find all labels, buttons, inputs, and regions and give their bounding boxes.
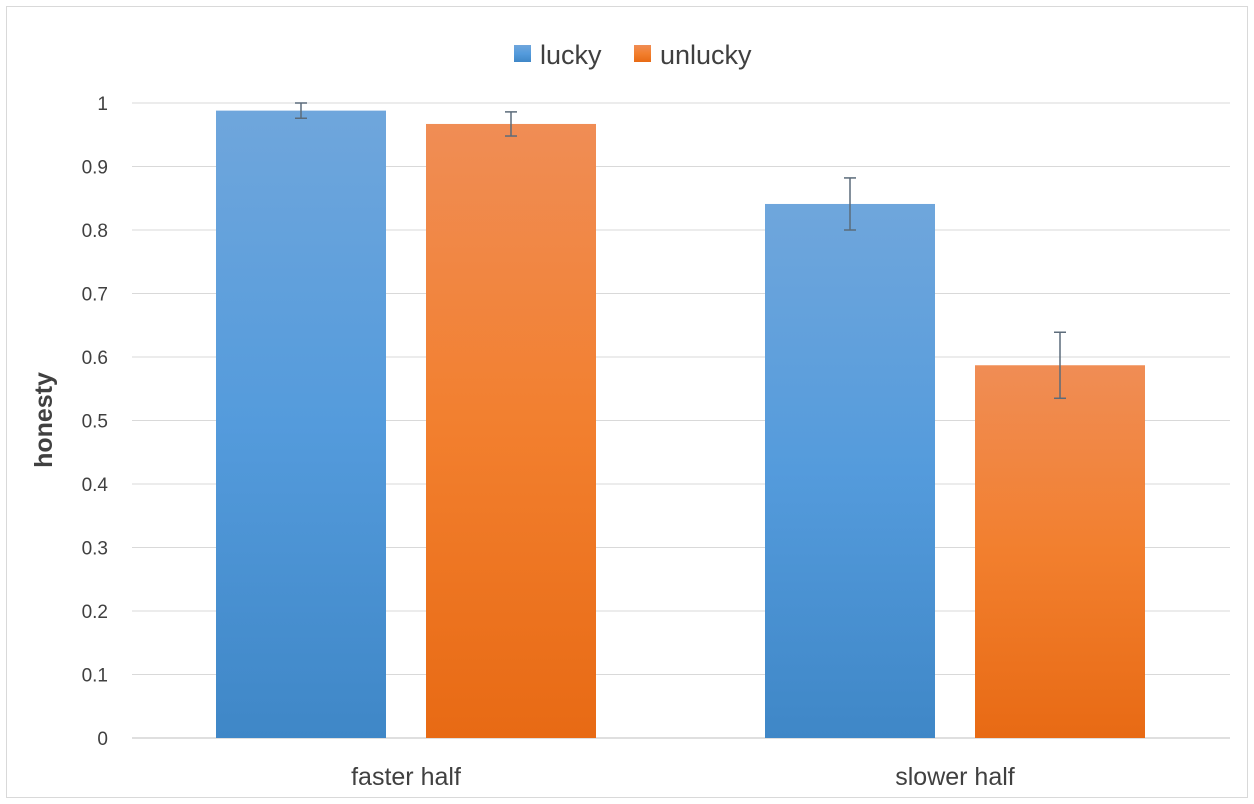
legend-item-unlucky: unlucky [634,40,752,70]
legend-label: lucky [540,40,602,70]
error-bar-unlucky-slower-half [1054,331,1066,400]
y-tick-label: 0.4 [82,475,109,496]
y-tick-label: 0.7 [82,285,108,306]
legend-item-lucky: lucky [514,40,602,70]
bar-unlucky-slower-half [975,365,1145,738]
y-tick-label: 0.1 [82,666,108,687]
y-axis-tick-labels: 0 0.1 0.2 0.3 0.4 0.5 0.6 0.7 0.8 0.9 1 [82,94,109,750]
y-tick-label: 0.3 [82,539,108,560]
x-axis-category-labels: faster half slower half [351,763,1015,791]
legend: lucky unlucky [514,40,752,70]
y-tick-label: 0.2 [82,602,108,623]
y-tick-label: 0.6 [82,348,108,369]
bar-lucky-slower-half [765,203,935,739]
y-tick-label: 0 [97,729,108,750]
bar-lucky-faster-half [216,110,386,739]
bar-unlucky-faster-half [426,123,596,738]
legend-swatch [514,45,531,62]
error-bar-lucky-slower-half [844,177,856,231]
y-tick-label: 0.5 [82,412,108,433]
error-bar-lucky-faster-half [295,102,307,119]
x-category-label: slower half [895,763,1015,791]
y-tick-label: 0.9 [82,158,108,179]
y-axis-title: honesty [30,372,58,468]
y-tick-label: 1 [97,94,108,115]
bars [216,110,1145,739]
legend-label: unlucky [660,40,752,70]
error-bar-unlucky-faster-half [505,111,517,137]
error-bars [295,102,1066,400]
x-category-label: faster half [351,763,461,791]
y-tick-label: 0.8 [82,221,108,242]
legend-swatch [634,45,651,62]
